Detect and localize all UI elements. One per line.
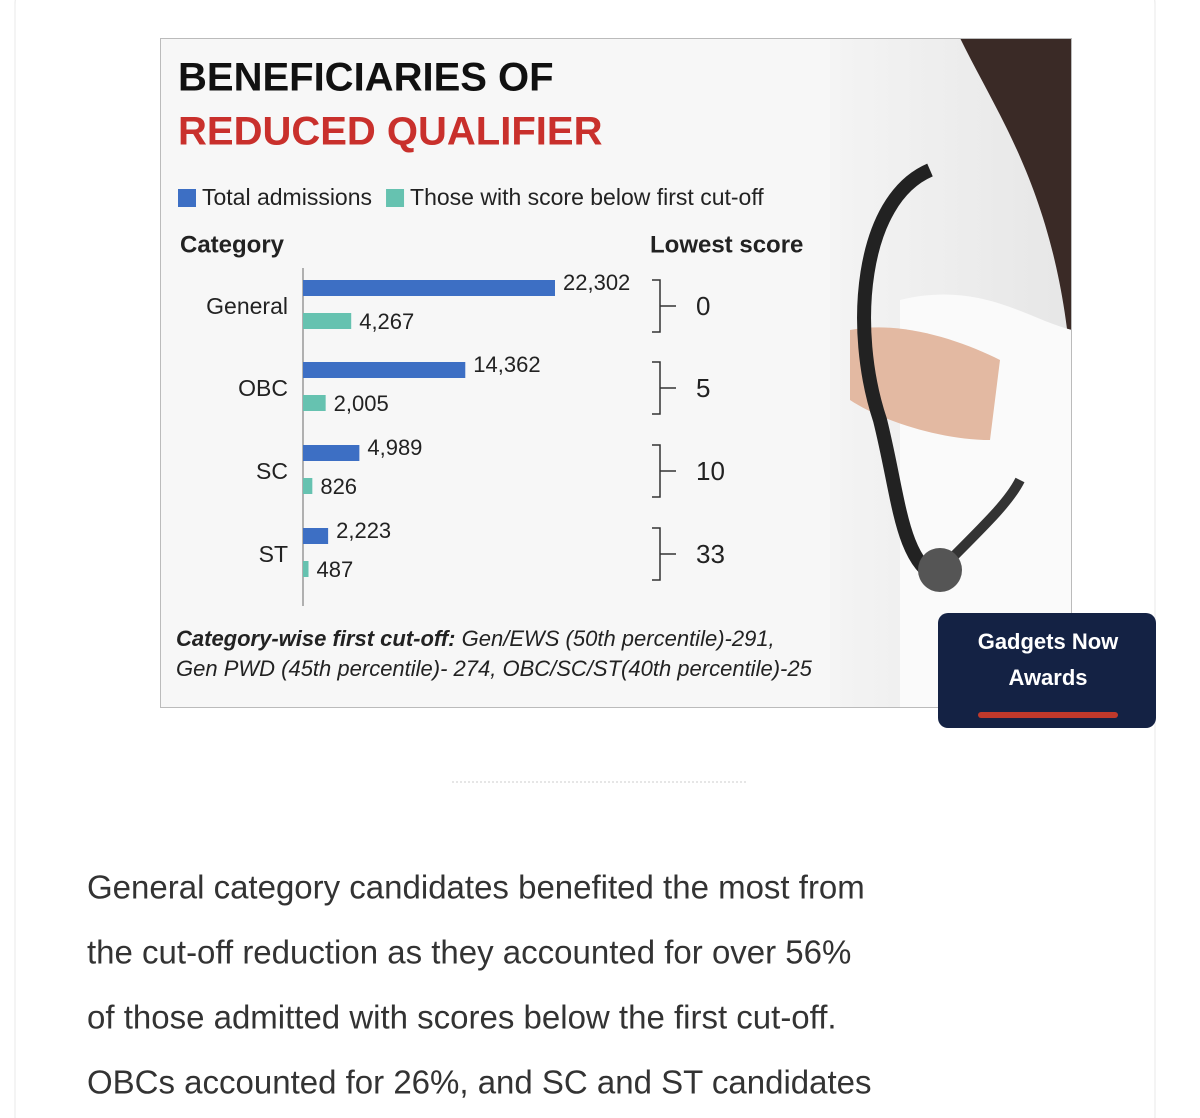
lowest-score-header: Lowest score — [650, 231, 803, 258]
category-header: Category — [180, 231, 285, 258]
article-line: OBCs accounted for 26%, and SC and ST ca… — [87, 1064, 872, 1101]
category-label: SC — [256, 458, 288, 484]
chart-border — [160, 38, 1072, 708]
legend-swatch — [178, 189, 196, 207]
footnote-text: Gen/EWS (50th percentile)-291, — [456, 626, 775, 651]
value-label: 4,267 — [359, 309, 414, 334]
article-line: the cut-off reduction as they accounted … — [87, 934, 851, 971]
lowest-score: 5 — [696, 373, 710, 403]
title-line-1: BENEFICIARIES OF — [178, 56, 554, 100]
value-label: 2,223 — [336, 518, 391, 543]
lowest-score: 33 — [696, 539, 725, 569]
value-label: 14,362 — [473, 352, 540, 377]
bar — [303, 528, 329, 544]
bracket — [652, 527, 676, 581]
bar — [303, 561, 309, 577]
hand — [850, 327, 1000, 440]
article-line: General category candidates benefited th… — [87, 869, 865, 906]
bar — [303, 280, 555, 296]
bar — [303, 395, 326, 411]
stethoscope — [857, 163, 944, 587]
lowest-score: 10 — [696, 456, 725, 486]
title-line-2: REDUCED QUALIFIER — [178, 110, 603, 154]
chart-image: BENEFICIARIES OF REDUCED QUALIFIER Categ… — [160, 38, 1072, 708]
legend-label: Those with score below first cut-off — [410, 184, 764, 210]
category-label: ST — [259, 541, 288, 567]
footnote-line-1: Category-wise first cut-off: Gen/EWS (50… — [176, 626, 775, 651]
value-label: 2,005 — [334, 391, 389, 416]
legend: Total admissions Those with score below f… — [178, 184, 764, 210]
lowest-score: 0 — [696, 291, 710, 321]
footnote-line-2: Gen PWD (45th percentile)- 274, OBC/SC/S… — [176, 656, 813, 681]
badge-stripe — [978, 712, 1118, 718]
value-label: 487 — [317, 557, 354, 582]
legend-swatch — [386, 189, 405, 207]
hair — [960, 38, 1072, 380]
bracket — [652, 444, 676, 498]
category-label: OBC — [238, 375, 288, 401]
bracket — [652, 361, 676, 415]
legend-label: Total admissions — [202, 184, 372, 210]
bar — [303, 478, 313, 494]
value-label: 826 — [320, 474, 357, 499]
value-label: 4,989 — [367, 435, 422, 460]
bracket — [652, 279, 676, 333]
footnote-bold: Category-wise first cut-off: — [176, 626, 456, 651]
bar — [303, 362, 466, 378]
article-line: of those admitted with scores below the … — [87, 999, 837, 1036]
bar — [303, 445, 360, 461]
value-label: 22,302 — [563, 270, 630, 295]
badge-line-2[interactable]: Awards — [1008, 665, 1087, 690]
badge-line-1[interactable]: Gadgets Now — [978, 629, 1119, 654]
badge — [938, 613, 1156, 728]
stethoscope-head — [918, 548, 962, 592]
category-label: General — [206, 293, 288, 319]
bar — [303, 313, 352, 329]
stethoscope-tube — [946, 477, 1025, 564]
